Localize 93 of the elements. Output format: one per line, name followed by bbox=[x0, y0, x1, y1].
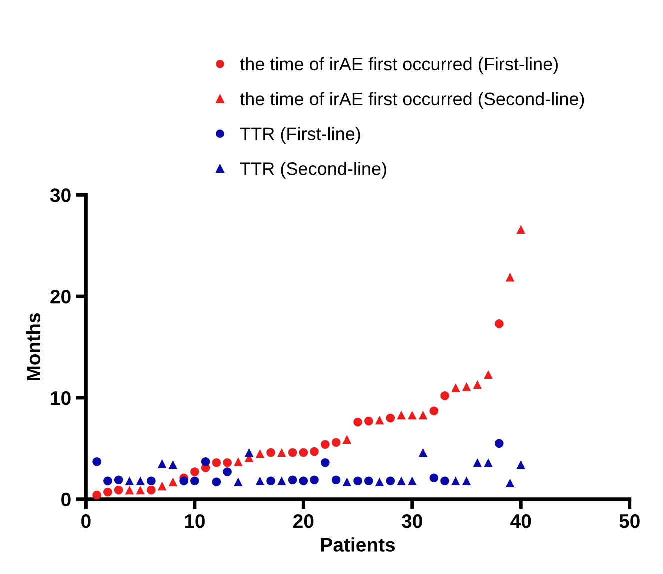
legend-label: the time of irAE first occurred (Second-line) bbox=[240, 92, 584, 110]
point bbox=[212, 478, 222, 487]
point bbox=[310, 476, 319, 485]
point bbox=[332, 438, 341, 447]
point bbox=[506, 272, 515, 282]
y-axis-title: Months bbox=[26, 314, 41, 381]
point bbox=[288, 476, 298, 485]
point bbox=[125, 486, 134, 495]
point bbox=[223, 468, 232, 476]
point bbox=[473, 380, 482, 390]
legend-label: TTR (First-line) bbox=[240, 127, 360, 144]
point bbox=[212, 458, 222, 468]
point bbox=[484, 458, 493, 468]
point bbox=[158, 482, 167, 491]
point bbox=[462, 476, 472, 486]
point bbox=[310, 447, 319, 456]
point bbox=[462, 382, 472, 392]
point bbox=[516, 225, 526, 234]
point bbox=[234, 478, 243, 487]
point bbox=[375, 416, 384, 425]
y-tick-label: 20 bbox=[50, 290, 71, 304]
point bbox=[136, 486, 145, 495]
legend-label: the time of irAE first occurred (First-line) bbox=[240, 57, 558, 74]
point bbox=[506, 478, 515, 488]
point bbox=[299, 448, 308, 458]
point bbox=[256, 476, 265, 486]
point bbox=[234, 457, 243, 466]
point bbox=[397, 410, 406, 420]
point bbox=[147, 476, 156, 486]
point bbox=[418, 410, 428, 420]
point bbox=[223, 458, 232, 468]
y-tick-label: 0 bbox=[62, 492, 71, 507]
point bbox=[256, 449, 265, 458]
point bbox=[494, 320, 504, 328]
point bbox=[104, 476, 112, 486]
point bbox=[190, 468, 200, 476]
point bbox=[332, 476, 341, 485]
x-tick-label: 50 bbox=[620, 514, 640, 528]
point bbox=[473, 458, 482, 468]
point bbox=[266, 448, 276, 458]
point bbox=[440, 392, 450, 400]
point bbox=[386, 476, 396, 486]
point bbox=[440, 476, 450, 486]
x-axis-title: Patients bbox=[322, 538, 396, 552]
point bbox=[354, 418, 362, 427]
point bbox=[451, 383, 460, 392]
point bbox=[180, 476, 188, 486]
y-tick-label: 30 bbox=[50, 188, 71, 202]
point bbox=[397, 476, 406, 486]
point bbox=[288, 448, 298, 458]
point bbox=[484, 370, 493, 380]
point bbox=[278, 448, 286, 458]
point bbox=[278, 476, 286, 486]
point bbox=[158, 459, 167, 468]
point bbox=[168, 478, 178, 487]
point bbox=[168, 460, 178, 470]
point bbox=[516, 460, 526, 470]
x-tick-label: 0 bbox=[82, 514, 91, 528]
point bbox=[430, 474, 439, 482]
point bbox=[201, 457, 210, 466]
point bbox=[104, 488, 112, 497]
point bbox=[114, 486, 124, 495]
point bbox=[494, 439, 504, 448]
point bbox=[266, 476, 276, 486]
point bbox=[321, 440, 330, 450]
x-tick-label: 20 bbox=[294, 514, 314, 528]
point bbox=[342, 478, 352, 487]
point bbox=[114, 476, 124, 485]
point bbox=[364, 416, 374, 426]
point bbox=[354, 476, 362, 486]
y-tick-label: 10 bbox=[51, 391, 71, 406]
point bbox=[244, 448, 254, 458]
point bbox=[386, 414, 396, 423]
point bbox=[190, 476, 200, 486]
point bbox=[418, 448, 428, 458]
point bbox=[375, 478, 384, 487]
point bbox=[408, 476, 417, 486]
x-tick-label: 40 bbox=[510, 514, 532, 528]
point bbox=[299, 476, 308, 486]
point bbox=[136, 476, 145, 486]
point bbox=[430, 406, 439, 416]
point bbox=[147, 486, 156, 495]
point bbox=[451, 476, 460, 486]
x-tick-label: 10 bbox=[185, 514, 205, 528]
x-tick-label: 30 bbox=[402, 514, 422, 528]
point bbox=[92, 457, 102, 466]
point bbox=[342, 435, 352, 444]
legend-label: TTR (Second-line) bbox=[240, 162, 386, 179]
point bbox=[125, 476, 134, 486]
point bbox=[408, 410, 417, 420]
point bbox=[321, 458, 330, 468]
point bbox=[364, 476, 374, 486]
point bbox=[92, 490, 102, 500]
